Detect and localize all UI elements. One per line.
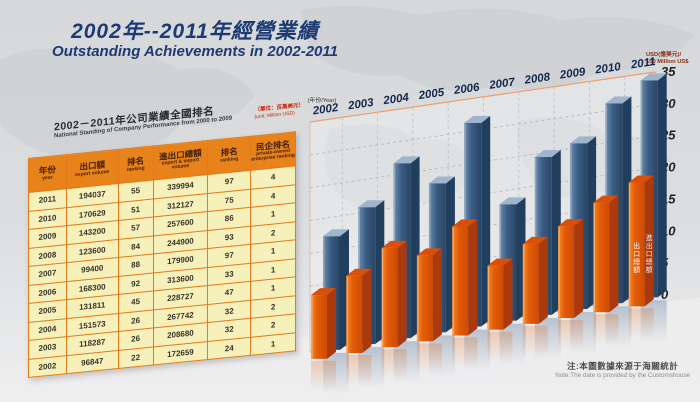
reflection-export bbox=[522, 325, 548, 356]
year-label-2010: 2010 bbox=[593, 61, 622, 77]
reflection-export bbox=[487, 331, 513, 362]
export-bar-side bbox=[644, 175, 654, 307]
page-title-zh: 2002年--2011年經營業績 bbox=[71, 20, 319, 43]
performance-table: 2002－2011年公司業績全國排名 National Standing of … bbox=[28, 96, 306, 378]
export-bar-side bbox=[362, 268, 372, 354]
year-label-2009: 2009 bbox=[558, 66, 587, 82]
reflection-export bbox=[416, 343, 442, 374]
export-bar-side bbox=[327, 288, 336, 359]
column-header: 年份 year bbox=[28, 154, 67, 193]
year-label-2004: 2004 bbox=[382, 92, 411, 108]
reflection-export bbox=[381, 349, 407, 380]
export-bar-side bbox=[574, 219, 584, 319]
export-bar-side bbox=[503, 258, 513, 330]
reflection-export bbox=[311, 360, 336, 391]
export-bar-top bbox=[593, 195, 619, 203]
export-bar-top bbox=[452, 219, 478, 227]
total-bar-top bbox=[358, 200, 385, 208]
export-bar bbox=[487, 265, 504, 330]
legend-export-label: 出口總額 bbox=[633, 241, 640, 274]
table-cell: 24 bbox=[207, 336, 251, 360]
total-bar-top bbox=[534, 150, 561, 158]
reflection-export bbox=[628, 308, 654, 339]
export-bar-side bbox=[397, 240, 407, 348]
total-bar-top bbox=[393, 156, 420, 164]
export-bar bbox=[628, 182, 645, 307]
export-bar-side bbox=[538, 236, 548, 324]
table-cell: 2002 bbox=[28, 355, 67, 378]
column-header: 出口額 export volume bbox=[66, 149, 119, 189]
note-zh: 注:本圖數據來源于海關統計 bbox=[566, 361, 679, 371]
export-bar bbox=[311, 295, 327, 359]
column-header: 民企排名 private-owned enterprise ranking bbox=[250, 131, 296, 171]
y-axis-unit-en: 100 Million US$ bbox=[646, 59, 689, 65]
export-bar bbox=[381, 247, 398, 348]
total-bar-top bbox=[570, 136, 597, 144]
reflection-export bbox=[452, 337, 478, 368]
gridline-35 bbox=[309, 71, 656, 123]
year-label-2008: 2008 bbox=[523, 71, 552, 87]
year-label-2002: 2002 bbox=[311, 102, 340, 118]
export-bar-side bbox=[432, 248, 442, 342]
export-bar-top bbox=[487, 258, 513, 266]
export-bar-top bbox=[311, 288, 336, 296]
note-en: Note:The date is provided by the Customs… bbox=[555, 371, 690, 379]
export-bar-top bbox=[628, 175, 654, 183]
total-bar-top bbox=[640, 73, 667, 81]
total-bar-top bbox=[323, 229, 349, 237]
year-label-2007: 2007 bbox=[488, 76, 517, 92]
total-bar-top bbox=[499, 197, 526, 205]
year-label-2005: 2005 bbox=[417, 87, 446, 103]
export-bar bbox=[593, 202, 610, 313]
export-bar-top bbox=[558, 219, 584, 227]
export-bar-side bbox=[468, 219, 478, 336]
reflection-export bbox=[558, 320, 584, 351]
reflection-export bbox=[346, 355, 372, 386]
legend-total-label: 進出口總額 bbox=[646, 233, 653, 274]
export-bar bbox=[452, 226, 469, 336]
export-bar-top bbox=[522, 236, 548, 244]
total-bar-top bbox=[428, 176, 455, 184]
y-tick-label: 0 bbox=[661, 287, 669, 302]
export-bar-top bbox=[416, 248, 442, 256]
x-axis-caption: (年份/Year) bbox=[308, 96, 337, 104]
page-title-en: Outstanding Achievements in 2002-2011 bbox=[52, 42, 338, 60]
total-bar-side bbox=[657, 73, 667, 298]
export-bar-top bbox=[381, 240, 407, 248]
year-label-2006: 2006 bbox=[452, 81, 481, 97]
table-cell: 22 bbox=[118, 346, 154, 369]
ranking-table: 年份 year 出口額 export volume 排名 ranking 進出口總額 expo… bbox=[28, 131, 296, 378]
year-label-2003: 2003 bbox=[346, 97, 375, 113]
chart-note: 注:本圖數據來源于海關統計 Note:The date is provided … bbox=[555, 361, 690, 379]
year-label-2011: 2011 bbox=[629, 56, 656, 71]
total-bar-top bbox=[464, 115, 491, 123]
table-cell: 1 bbox=[250, 332, 296, 356]
reflection-export bbox=[593, 314, 619, 345]
page-title: 2002年--2011年經營業績 Outstanding Achievement… bbox=[10, 20, 380, 60]
export-bar bbox=[416, 255, 433, 342]
column-header: 排名 ranking bbox=[207, 136, 251, 175]
export-bar bbox=[558, 226, 575, 319]
export-bar-side bbox=[609, 195, 619, 313]
total-bar-top bbox=[605, 96, 632, 104]
export-bar-top bbox=[346, 268, 372, 276]
column-header: 排名 ranking bbox=[118, 146, 154, 184]
export-bar bbox=[346, 275, 363, 354]
export-bar bbox=[522, 243, 539, 324]
y-axis-unit-zh: USD(億美元)/ bbox=[646, 50, 681, 58]
column-header: 進出口總額 export & import volume bbox=[153, 140, 208, 181]
